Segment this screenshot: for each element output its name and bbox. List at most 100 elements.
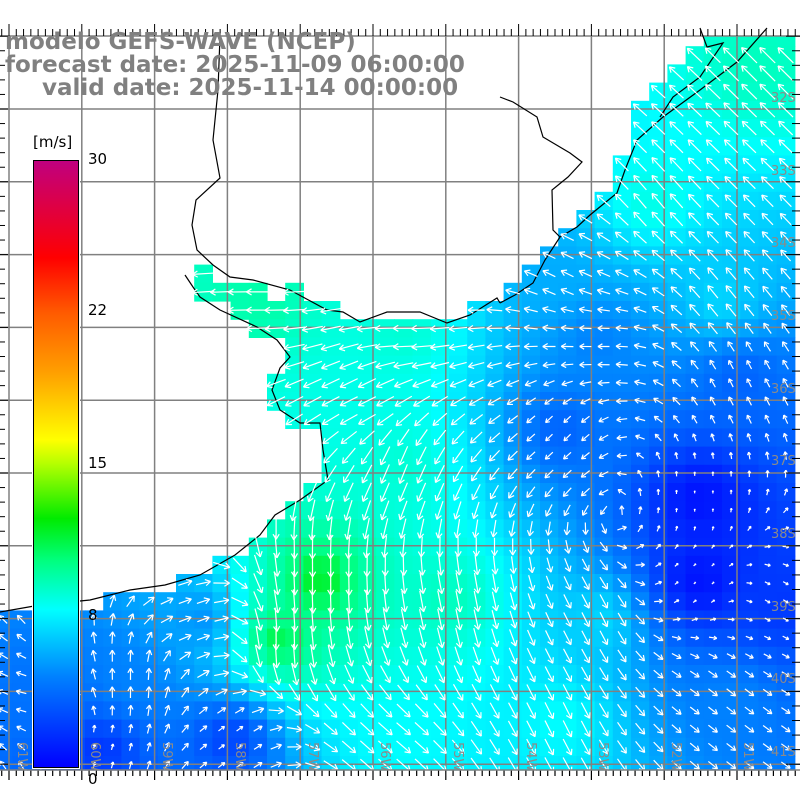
wind-arrow-head — [723, 84, 726, 91]
wind-arrow-head — [675, 508, 678, 511]
wind-arrow-shaft — [706, 157, 720, 172]
wind-arrow-head — [632, 121, 636, 128]
wind-arrow-head — [581, 439, 587, 442]
wind-arrow-shaft — [759, 83, 776, 100]
wind-arrow-head — [778, 139, 786, 142]
wind-arrow-head — [651, 121, 658, 124]
coastline-segment — [499, 27, 768, 304]
wind-arrow-head — [687, 121, 694, 124]
wind-arrow-shaft — [741, 47, 758, 64]
wind-arrow-head — [633, 139, 636, 146]
wind-speed-cell — [722, 36, 741, 47]
wind-arrow — [742, 139, 757, 154]
wind-arrow — [722, 65, 740, 82]
wind-arrow — [686, 65, 703, 81]
wind-arrow-head — [779, 157, 786, 161]
wind-arrow-head — [687, 139, 691, 146]
wind-arrow-head — [724, 120, 731, 124]
wind-arrow — [778, 139, 793, 154]
wind-arrow-head — [725, 303, 728, 311]
wind-arrow-head — [741, 84, 744, 91]
wind-speed-cell — [576, 756, 596, 771]
wind-arrow-head — [723, 83, 730, 87]
wind-arrow-head — [325, 495, 328, 502]
wind-arrow — [668, 66, 685, 81]
wind-speed-cell — [358, 756, 377, 771]
wind-arrow-head — [633, 121, 640, 124]
wind-arrow-shaft — [724, 157, 738, 172]
wind-arrow-shaft — [615, 175, 629, 190]
wind-arrow-head — [148, 596, 155, 599]
wind-arrow-head — [605, 528, 608, 534]
wind-arrow-head — [0, 670, 4, 673]
wind-arrow-head — [725, 285, 728, 292]
wind-arrow-head — [687, 65, 694, 69]
wind-arrow-head — [712, 544, 715, 547]
wind-arrow-head — [597, 269, 604, 272]
wind-arrow-head — [416, 495, 419, 502]
wind-speed-cell — [339, 756, 359, 771]
wind-arrow-head — [652, 268, 659, 271]
wind-arrow-head — [704, 66, 708, 73]
wind-arrow-head — [741, 102, 745, 109]
wind-arrow-shaft — [723, 120, 739, 136]
wind-arrow — [686, 47, 703, 63]
wind-arrow-head — [688, 157, 695, 161]
wind-arrow-head — [322, 442, 329, 445]
wind-arrow-head — [633, 103, 640, 106]
wind-arrow-head — [742, 158, 746, 165]
wind-arrow-head — [515, 676, 518, 683]
wind-arrow-shaft — [651, 139, 666, 154]
wind-arrow-head — [407, 693, 410, 700]
wind-arrow-head — [764, 433, 767, 438]
wind-arrow-head — [371, 693, 374, 701]
wind-arrow-shaft — [777, 102, 794, 118]
wind-arrow-head — [615, 175, 622, 179]
wind-speed-cell — [685, 756, 705, 771]
wind-arrow-head — [723, 121, 727, 128]
wind-arrow-head — [730, 544, 733, 547]
wind-arrow — [650, 103, 666, 117]
wind-arrow — [741, 83, 758, 100]
wind-arrow-shaft — [687, 157, 702, 172]
wind-arrow — [687, 121, 702, 136]
wind-arrow-head — [651, 175, 654, 182]
wind-arrow-head — [705, 102, 708, 110]
wind-arrow — [741, 102, 758, 118]
wind-arrow-head — [651, 84, 658, 88]
wind-arrow-head — [657, 543, 661, 546]
wind-arrow — [760, 139, 775, 154]
wind-arrow-shaft — [505, 327, 520, 330]
wind-arrow-head — [261, 586, 264, 593]
wind-arrow-head — [668, 66, 672, 73]
wind-arrow-head — [711, 471, 714, 474]
wind-arrow — [693, 490, 696, 494]
wind-arrow-head — [598, 420, 604, 423]
wind-speed-cell — [703, 756, 723, 771]
wind-arrow-head — [707, 285, 710, 292]
wind-arrow-shaft — [705, 65, 721, 82]
wind-arrow-shaft — [777, 83, 794, 100]
wind-arrow-head — [526, 510, 529, 517]
wind-arrow-head — [760, 139, 767, 142]
wind-arrow-head — [690, 360, 693, 366]
wind-arrow-head — [669, 102, 676, 106]
wind-speed-cell — [612, 756, 632, 771]
wind-arrow — [759, 47, 776, 64]
wind-arrow-head — [652, 342, 659, 345]
wind-arrow-shaft — [741, 102, 758, 118]
wind-arrow-head — [760, 102, 767, 105]
wind-arrow-head — [707, 322, 710, 329]
wind-arrow-head — [686, 84, 690, 91]
wind-arrow-head — [615, 231, 622, 234]
wind-arrow-head — [202, 706, 208, 709]
wind-arrow-head — [426, 693, 428, 700]
wind-arrow-head — [185, 633, 192, 636]
wind-arrow-head — [705, 84, 708, 91]
wind-arrow — [693, 508, 696, 512]
wind-arrow — [669, 102, 684, 117]
wind-speed-cell — [248, 756, 268, 771]
wind-arrow-head — [560, 287, 568, 290]
wind-arrow-head — [433, 438, 436, 445]
wind-arrow-head — [749, 563, 753, 566]
